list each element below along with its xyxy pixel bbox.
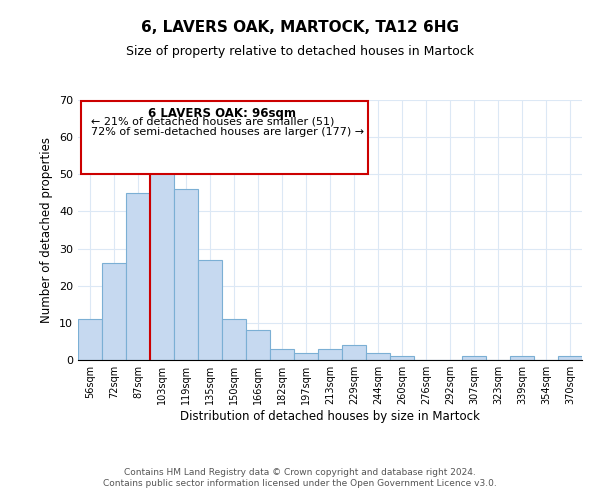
Bar — [174, 189, 198, 360]
Text: 72% of semi-detached houses are larger (177) →: 72% of semi-detached houses are larger (… — [91, 128, 364, 138]
Text: Contains HM Land Registry data © Crown copyright and database right 2024.
Contai: Contains HM Land Registry data © Crown c… — [103, 468, 497, 487]
X-axis label: Distribution of detached houses by size in Martock: Distribution of detached houses by size … — [180, 410, 480, 423]
Bar — [78, 319, 102, 360]
Bar — [150, 152, 174, 360]
Bar — [342, 345, 366, 360]
Text: 6 LAVERS OAK: 96sqm: 6 LAVERS OAK: 96sqm — [148, 106, 296, 120]
Text: ← 21% of detached houses are smaller (51): ← 21% of detached houses are smaller (51… — [91, 117, 334, 127]
Bar — [462, 356, 486, 360]
Bar — [510, 356, 534, 360]
Text: 6, LAVERS OAK, MARTOCK, TA12 6HG: 6, LAVERS OAK, MARTOCK, TA12 6HG — [141, 20, 459, 35]
Bar — [294, 352, 318, 360]
Bar — [246, 330, 270, 360]
Bar — [102, 264, 126, 360]
Bar — [198, 260, 222, 360]
Text: Size of property relative to detached houses in Martock: Size of property relative to detached ho… — [126, 45, 474, 58]
Y-axis label: Number of detached properties: Number of detached properties — [40, 137, 53, 323]
Bar — [318, 349, 342, 360]
Bar — [126, 193, 150, 360]
Bar — [366, 352, 390, 360]
Bar — [270, 349, 294, 360]
Bar — [558, 356, 582, 360]
FancyBboxPatch shape — [80, 102, 368, 174]
Bar — [390, 356, 414, 360]
Bar — [222, 319, 246, 360]
